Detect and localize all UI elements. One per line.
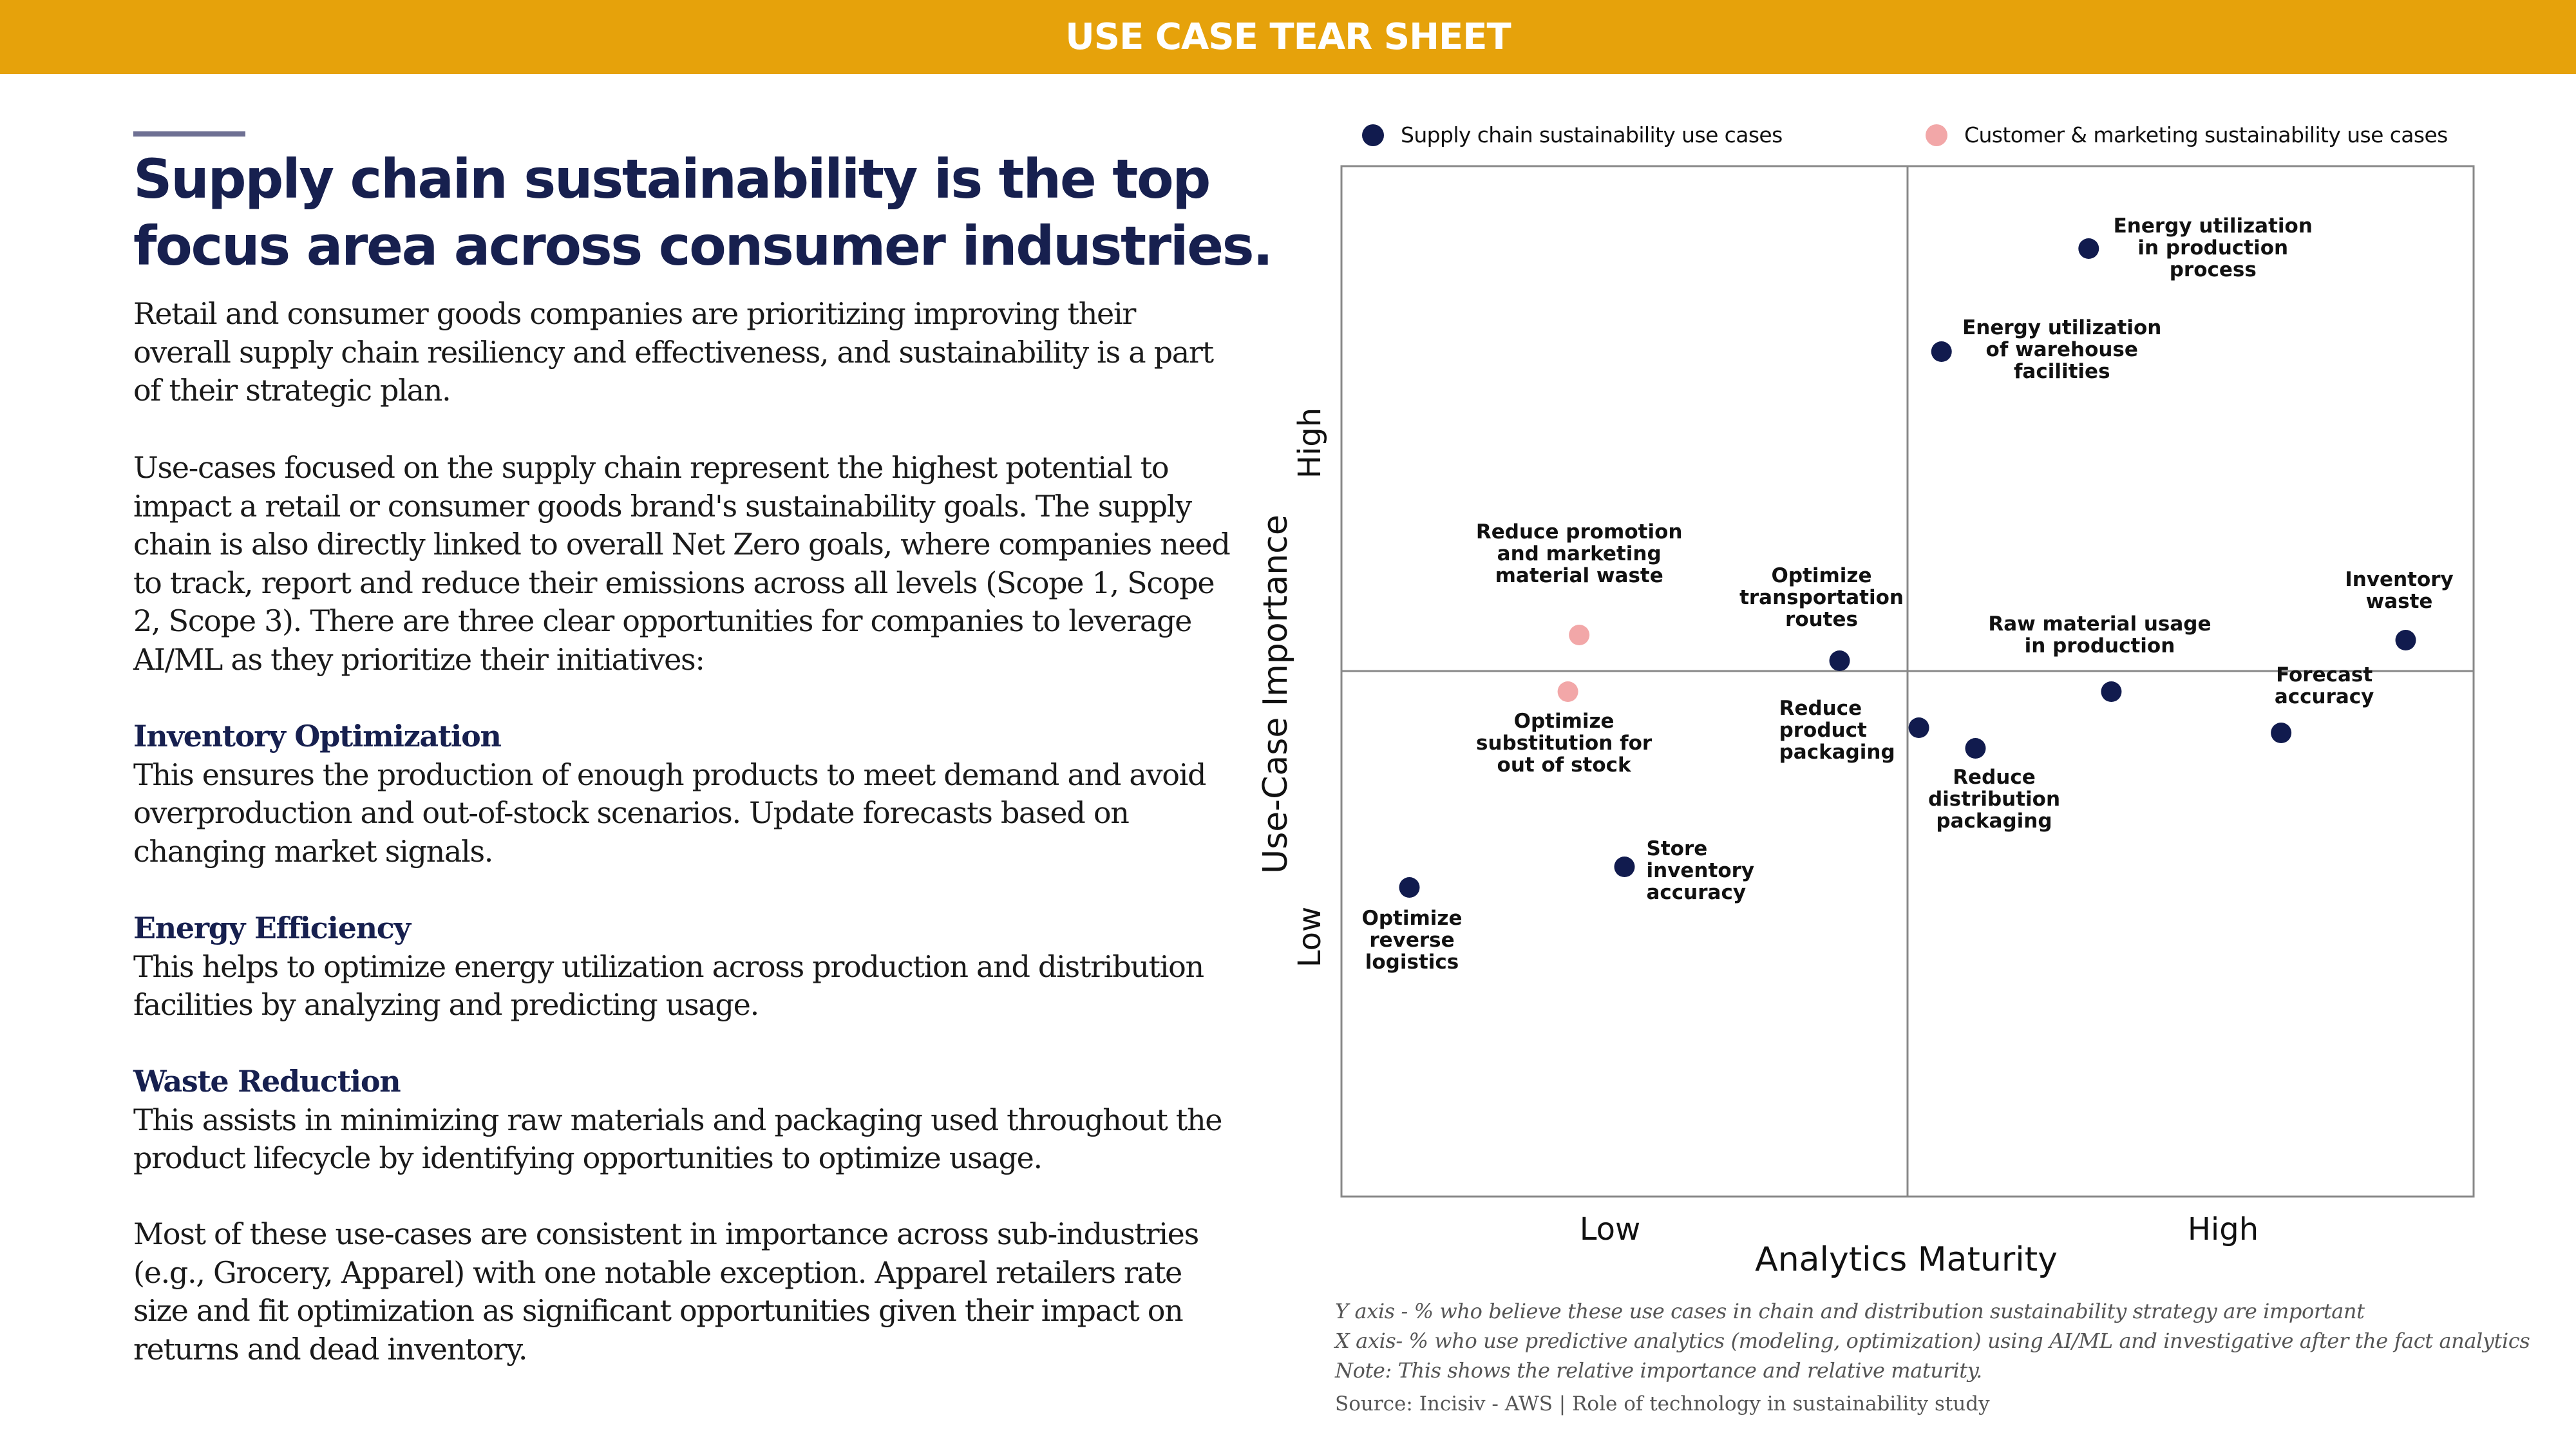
point-label: Reduce promotion and marketing material wa… [1476,520,1683,587]
point-label: Energy utilization of warehouse facilities [1962,316,2161,383]
point-label-line: process [2170,258,2257,281]
point-label: Optimize substitution for out of stock [1476,710,1653,777]
y-tick-low: Low [1292,907,1328,968]
point-label: Inventory waste [2345,568,2454,613]
legend-item-customer-marketing: Customer & marketing sustainability use … [1926,122,2448,147]
point-label: Forecast accuracy [2275,663,2374,708]
point-label-line: Optimize [1361,907,1462,930]
section-text: This assists in minimizing raw materials… [133,1102,1223,1176]
point-label-line: and marketing [1497,542,1662,565]
point-label-line: transportation [1739,586,1904,609]
point-label-line: packaging [1779,741,1895,764]
data-point [1965,738,1986,759]
point-label-line: packaging [1936,810,2052,833]
point-label: Energy utilization in production process [2114,214,2313,281]
legend-dot-icon [1362,124,1384,146]
supply-chain-paragraph: Use-cases focused on the supply chain re… [133,450,1231,677]
plot-frame [1340,165,2475,1198]
data-point [1399,877,1420,898]
y-axis-label: Use-Case Importance [1256,515,1295,874]
intro-paragraph: Retail and consumer goods companies are … [133,296,1214,408]
point-label-line: Energy utilization [2114,214,2313,238]
data-point [1569,625,1590,645]
page-title: Supply chain sustainability is the top f… [133,147,1273,278]
point-label-line: Optimize [1772,564,1872,587]
point-label-line: Energy utilization [1962,316,2161,339]
data-point [1931,341,1952,362]
point-label-line: product [1779,719,1867,742]
y-tick-high: High [1292,408,1328,478]
footnote-x-axis: X axis- % who use predictive analytics (… [1335,1329,2530,1353]
point-label-line: substitution for [1476,732,1653,755]
section-inventory-optimization: Inventory Optimization This ensures the … [133,717,1241,871]
point-label: Reduce product packaging [1779,697,1895,764]
data-point [2271,723,2292,743]
data-point [1829,650,1850,671]
point-label-line: out of stock [1497,753,1632,777]
chart-legend: Supply chain sustainability use cases Cu… [1362,122,2470,155]
data-point [1614,857,1635,877]
point-label: Store inventory accuracy [1647,837,1755,904]
point-label-line: Inventory [2345,568,2454,591]
point-label-line: in production [2137,236,2288,260]
data-point [1557,681,1578,702]
point-label-line: routes [1785,608,1858,631]
point-label-line: Forecast [2276,663,2372,687]
legend-dot-icon [1926,124,1947,146]
section-title: Energy Efficiency [133,911,411,945]
data-point [2078,238,2099,259]
legend-label: Supply chain sustainability use cases [1401,122,1783,147]
data-point [1908,717,1929,738]
data-point [2395,630,2416,650]
data-point [2101,681,2122,702]
footnote-y-axis: Y axis - % who believe these use cases i… [1335,1299,2365,1323]
section-title: Inventory Optimization [133,719,502,753]
source-citation: Source: Incisiv - AWS | Role of technolo… [1335,1392,1990,1416]
point-label-line: accuracy [1647,881,1747,904]
x-tick-high: High [2188,1211,2259,1247]
point-label-line: in production [2025,634,2175,658]
header-banner: USE CASE TEAR SHEET [0,0,2576,74]
closing-paragraph: Most of these use-cases are consistent i… [133,1217,1199,1367]
section-waste-reduction: Waste Reduction This assists in minimizi… [133,1063,1241,1178]
point-label-line: inventory [1647,859,1755,882]
x-tick-low: Low [1580,1211,1641,1247]
x-axis-label: Analytics Maturity [1755,1240,2058,1279]
point-label: Raw material usage in production [1988,612,2211,658]
point-label: Optimize transportation routes [1739,564,1904,631]
legend-item-supply-chain: Supply chain sustainability use cases [1362,122,1783,147]
section-text: This helps to optimize energy utilizatio… [133,949,1204,1023]
point-label: Reduce distribution packaging [1928,766,2060,833]
point-label-line: Optimize [1514,710,1615,733]
accent-rule [133,131,245,137]
point-label-line: reverse [1369,929,1454,952]
banner-title: USE CASE TEAR SHEET [1065,16,1511,58]
point-label-line: distribution [1928,788,2060,811]
section-energy-efficiency: Energy Efficiency This helps to optimize… [133,909,1241,1025]
footnote-note: Note: This shows the relative importance… [1335,1358,1982,1383]
point-label-line: waste [2366,590,2433,613]
legend-label: Customer & marketing sustainability use … [1964,122,2448,147]
point-label-line: accuracy [2275,685,2374,708]
point-label-line: Reduce [1779,697,1862,720]
point-label-line: Reduce [1953,766,2036,789]
point-label: Optimize reverse logistics [1361,907,1462,974]
point-label-line: logistics [1365,951,1459,974]
point-label-line: Reduce promotion [1476,520,1683,544]
point-label-line: facilities [2014,360,2110,383]
point-label-line: material waste [1495,564,1663,587]
point-label-line: Store [1647,837,1708,860]
section-title: Waste Reduction [133,1064,401,1099]
data-points: Energy utilization in production processEn… [1361,214,2453,974]
point-label-line: of warehouse [1986,338,2138,361]
point-label-line: Raw material usage [1988,612,2211,636]
section-text: This ensures the production of enough pr… [133,757,1206,869]
